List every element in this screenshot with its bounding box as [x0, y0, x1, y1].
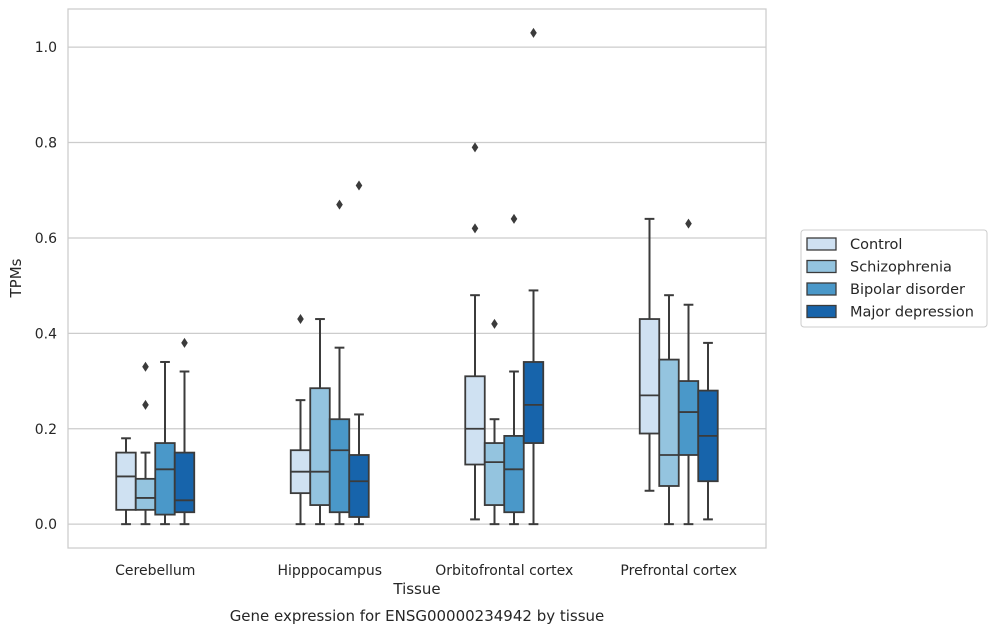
outlier-point: [471, 223, 479, 234]
outlier-point: [142, 399, 149, 410]
outlier-point: [336, 199, 343, 210]
box-plot: [522, 27, 545, 526]
legend-swatch: [806, 304, 837, 319]
legend-swatch: [806, 259, 837, 274]
outlier-point: [181, 337, 188, 348]
y-tick-label: 0.4: [35, 326, 57, 342]
box: [134, 477, 157, 511]
box-plot: [677, 218, 700, 526]
legend: Control Schizophrenia Bipolar disorder Majo…: [800, 229, 988, 328]
box-plot: [483, 318, 506, 526]
x-axis-label: Tissue: [392, 580, 440, 598]
box-plot: [328, 199, 351, 526]
box-plot: [154, 360, 176, 526]
legend-frame: [800, 229, 988, 328]
outlier-point: [510, 213, 518, 224]
box: [348, 454, 370, 518]
box: [173, 451, 196, 514]
box-plot: [348, 180, 370, 526]
box-plot: [309, 318, 331, 526]
box: [328, 418, 351, 514]
y-tick-label: 0.8: [35, 136, 57, 152]
outlier-point: [685, 218, 692, 229]
legend-swatch: [806, 237, 837, 251]
x-tick-label: Cerebellum: [115, 563, 195, 579]
box: [309, 387, 331, 506]
plot-area-frame: [67, 8, 767, 549]
box: [483, 442, 506, 506]
outlier-point: [355, 180, 363, 191]
box: [677, 380, 700, 456]
box-plot: [503, 213, 525, 526]
y-axis: 0.0 0.2 0.4 0.6 0.8 1.0: [35, 40, 57, 533]
box: [503, 435, 525, 514]
x-axis: Cerebellum Hipppocampus Orbitofrontal cort…: [115, 563, 737, 579]
box: [638, 318, 661, 435]
x-tick-label: Hipppocampus: [277, 563, 382, 579]
box: [115, 451, 137, 511]
outlier-point: [491, 318, 498, 329]
box: [154, 442, 176, 516]
box-plot: [658, 294, 680, 526]
legend-label: Major depression: [850, 305, 974, 321]
box: [464, 375, 486, 466]
boxes: [115, 27, 719, 526]
legend-label: Control: [850, 237, 902, 253]
legend-swatch: [806, 282, 837, 296]
chart-caption: Gene expression for ENSG00000234942 by t…: [230, 607, 605, 625]
box-plot: [173, 337, 196, 526]
box-plot: [289, 314, 312, 526]
outlier-point: [471, 142, 479, 153]
y-tick-label: 0.6: [35, 231, 57, 247]
outlier-point: [142, 361, 149, 372]
legend-label: Bipolar disorder: [850, 282, 965, 298]
y-tick-label: 0.2: [35, 422, 57, 438]
legend-label: Schizophrenia: [850, 260, 952, 276]
box: [522, 361, 545, 444]
box-plot: [134, 361, 157, 526]
y-axis-label: TPMs: [7, 258, 25, 298]
box-plot: [115, 437, 137, 526]
y-tick-label: 1.0: [35, 40, 57, 56]
y-tick-label: 0.0: [35, 517, 57, 533]
box: [658, 358, 680, 487]
x-tick-label: Orbitofrontal cortex: [435, 563, 573, 579]
box-plot: [638, 217, 661, 492]
outlier-point: [297, 314, 304, 325]
box-plot: [697, 341, 719, 521]
outlier-point: [530, 27, 537, 38]
x-tick-label: Prefrontal cortex: [620, 563, 737, 579]
box-plot: [464, 142, 486, 521]
